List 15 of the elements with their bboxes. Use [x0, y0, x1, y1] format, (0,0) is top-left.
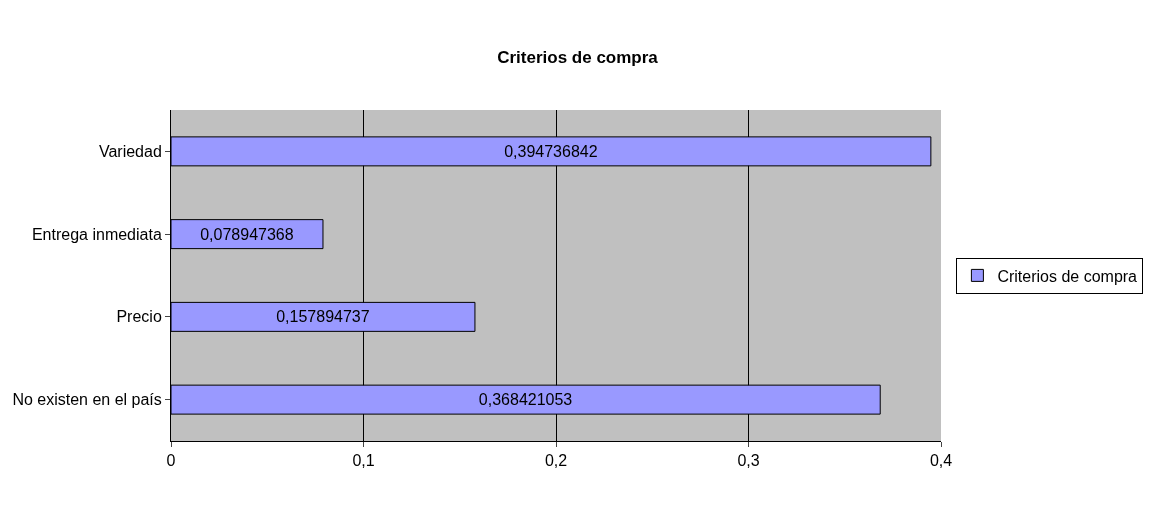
x-tick-label: 0,1: [352, 452, 375, 470]
chart-title: Criterios de compra: [497, 48, 659, 67]
y-tick-label: Precio: [116, 308, 162, 326]
y-tick-label: Entrega inmediata: [31, 225, 162, 243]
data-label: 0,157894737: [276, 308, 370, 326]
x-tick-label: 0,3: [737, 452, 760, 470]
data-label: 0,394736842: [504, 142, 598, 160]
data-label: 0,078947368: [200, 225, 294, 243]
legend-label: Criterios de compra: [997, 267, 1138, 285]
x-tick-label: 0: [166, 452, 176, 470]
y-tick-label: Variedad: [98, 142, 162, 160]
y-tick-label: No existen en el país: [12, 391, 162, 409]
x-tick-label: 0,4: [929, 452, 953, 470]
x-tick-label: 0,2: [544, 452, 568, 470]
data-label: 0,368421053: [478, 391, 573, 409]
